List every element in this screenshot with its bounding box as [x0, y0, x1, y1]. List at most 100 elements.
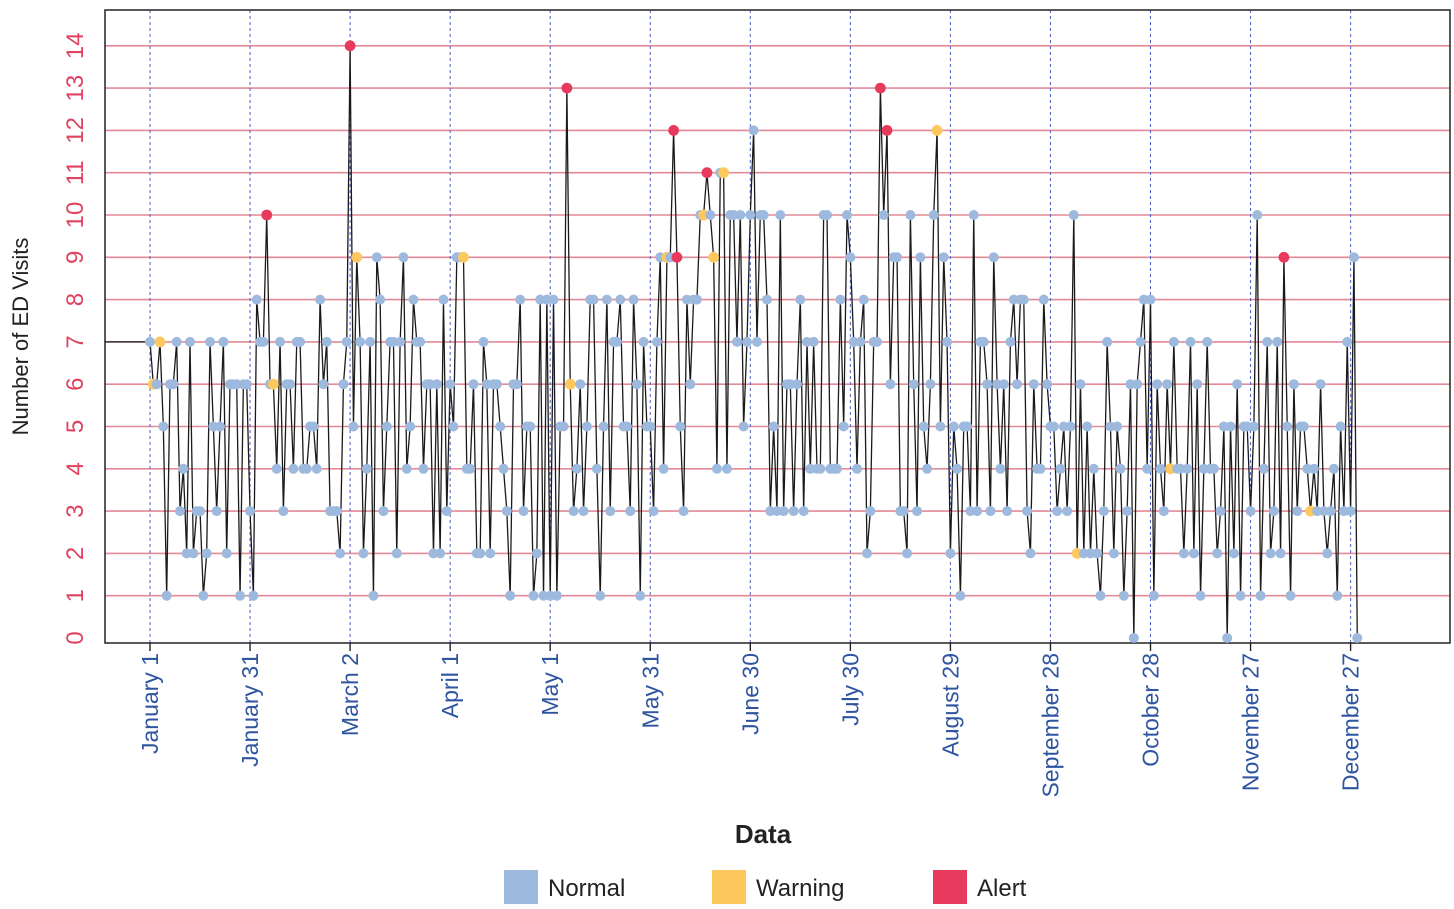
data-point-31 — [245, 506, 255, 516]
data-point-87 — [432, 379, 442, 389]
data-point-340 — [1276, 548, 1286, 558]
data-point-61 — [345, 40, 356, 51]
data-point-333 — [1252, 210, 1262, 220]
data-point-139 — [605, 506, 615, 516]
data-point-161 — [679, 506, 689, 516]
data-point-292 — [1115, 464, 1125, 474]
data-point-219 — [872, 337, 882, 347]
data-point-129 — [572, 464, 582, 474]
data-point-92 — [448, 422, 458, 432]
data-point-83 — [418, 464, 428, 474]
data-point-270 — [1042, 379, 1052, 389]
data-point-320 — [1209, 464, 1219, 474]
x-tick-label-9: September 28 — [1037, 653, 1063, 797]
y-tick-label-12: 12 — [62, 117, 89, 144]
data-point-304 — [1156, 464, 1166, 474]
data-point-251 — [979, 337, 989, 347]
data-point-285 — [1092, 548, 1102, 558]
data-point-51 — [312, 464, 322, 474]
data-point-125 — [559, 422, 569, 432]
data-point-109 — [505, 591, 515, 601]
y-tick-label-11: 11 — [62, 160, 89, 185]
data-point-70 — [375, 295, 385, 305]
data-point-196 — [795, 295, 805, 305]
data-point-296 — [1129, 633, 1139, 643]
data-point-131 — [579, 506, 589, 516]
data-point-41 — [278, 506, 288, 516]
data-point-38 — [268, 379, 279, 390]
data-point-246 — [962, 422, 972, 432]
data-point-230 — [909, 379, 919, 389]
data-point-256 — [995, 464, 1005, 474]
data-point-231 — [912, 506, 922, 516]
data-point-341 — [1279, 252, 1290, 263]
legend-label-alert: Alert — [977, 875, 1027, 902]
data-point-112 — [515, 295, 525, 305]
data-point-204 — [822, 210, 832, 220]
data-point-210 — [842, 210, 852, 220]
data-point-130 — [575, 379, 585, 389]
data-point-152 — [649, 506, 659, 516]
data-point-321 — [1212, 548, 1222, 558]
data-point-9 — [172, 337, 182, 347]
data-point-337 — [1266, 548, 1276, 558]
data-point-263 — [1019, 295, 1029, 305]
data-point-132 — [582, 422, 592, 432]
data-point-185 — [759, 210, 769, 220]
data-point-16 — [195, 506, 205, 516]
data-point-338 — [1269, 506, 1279, 516]
data-point-21 — [212, 506, 222, 516]
data-point-238 — [935, 422, 945, 432]
y-tick-label-2: 2 — [62, 547, 89, 560]
data-point-239 — [939, 252, 949, 262]
data-point-233 — [919, 422, 929, 432]
data-point-261 — [1012, 379, 1022, 389]
data-point-308 — [1169, 337, 1179, 347]
data-point-269 — [1039, 295, 1049, 305]
data-point-313 — [1186, 337, 1196, 347]
data-point-71 — [378, 506, 388, 516]
data-point-22 — [215, 422, 225, 432]
vertical-gridlines — [150, 10, 1351, 643]
data-point-282 — [1082, 422, 1092, 432]
data-point-258 — [1002, 506, 1012, 516]
data-point-293 — [1119, 591, 1129, 601]
data-point-10 — [175, 506, 185, 516]
data-point-215 — [859, 295, 869, 305]
x-tick-label-7: July 30 — [837, 653, 863, 726]
data-point-290 — [1109, 548, 1119, 558]
data-point-227 — [899, 506, 909, 516]
data-point-223 — [885, 379, 895, 389]
data-point-163 — [685, 379, 695, 389]
data-point-173 — [718, 167, 729, 178]
data-point-44 — [288, 464, 298, 474]
data-point-324 — [1222, 633, 1232, 643]
data-point-216 — [862, 548, 872, 558]
data-point-221 — [879, 210, 889, 220]
data-point-36 — [261, 210, 272, 221]
data-point-165 — [692, 295, 702, 305]
data-point-88 — [435, 548, 445, 558]
data-point-197 — [799, 506, 809, 516]
data-point-276 — [1062, 506, 1072, 516]
data-point-1 — [145, 337, 155, 347]
data-point-77 — [398, 252, 408, 262]
data-point-326 — [1229, 548, 1239, 558]
data-point-35 — [258, 337, 268, 347]
x-tick-label-12: December 27 — [1338, 653, 1364, 791]
legend-swatch-normal — [504, 870, 538, 904]
data-point-153 — [652, 337, 662, 347]
data-point-177 — [732, 337, 742, 347]
data-point-17 — [198, 591, 208, 601]
data-point-243 — [952, 464, 962, 474]
data-point-57 — [332, 506, 342, 516]
data-point-107 — [499, 464, 509, 474]
data-point-234 — [922, 464, 932, 474]
data-point-284 — [1089, 464, 1099, 474]
data-point-300 — [1142, 464, 1152, 474]
x-tick-label-11: November 27 — [1238, 653, 1264, 791]
data-point-181 — [745, 210, 755, 220]
data-point-339 — [1272, 337, 1282, 347]
